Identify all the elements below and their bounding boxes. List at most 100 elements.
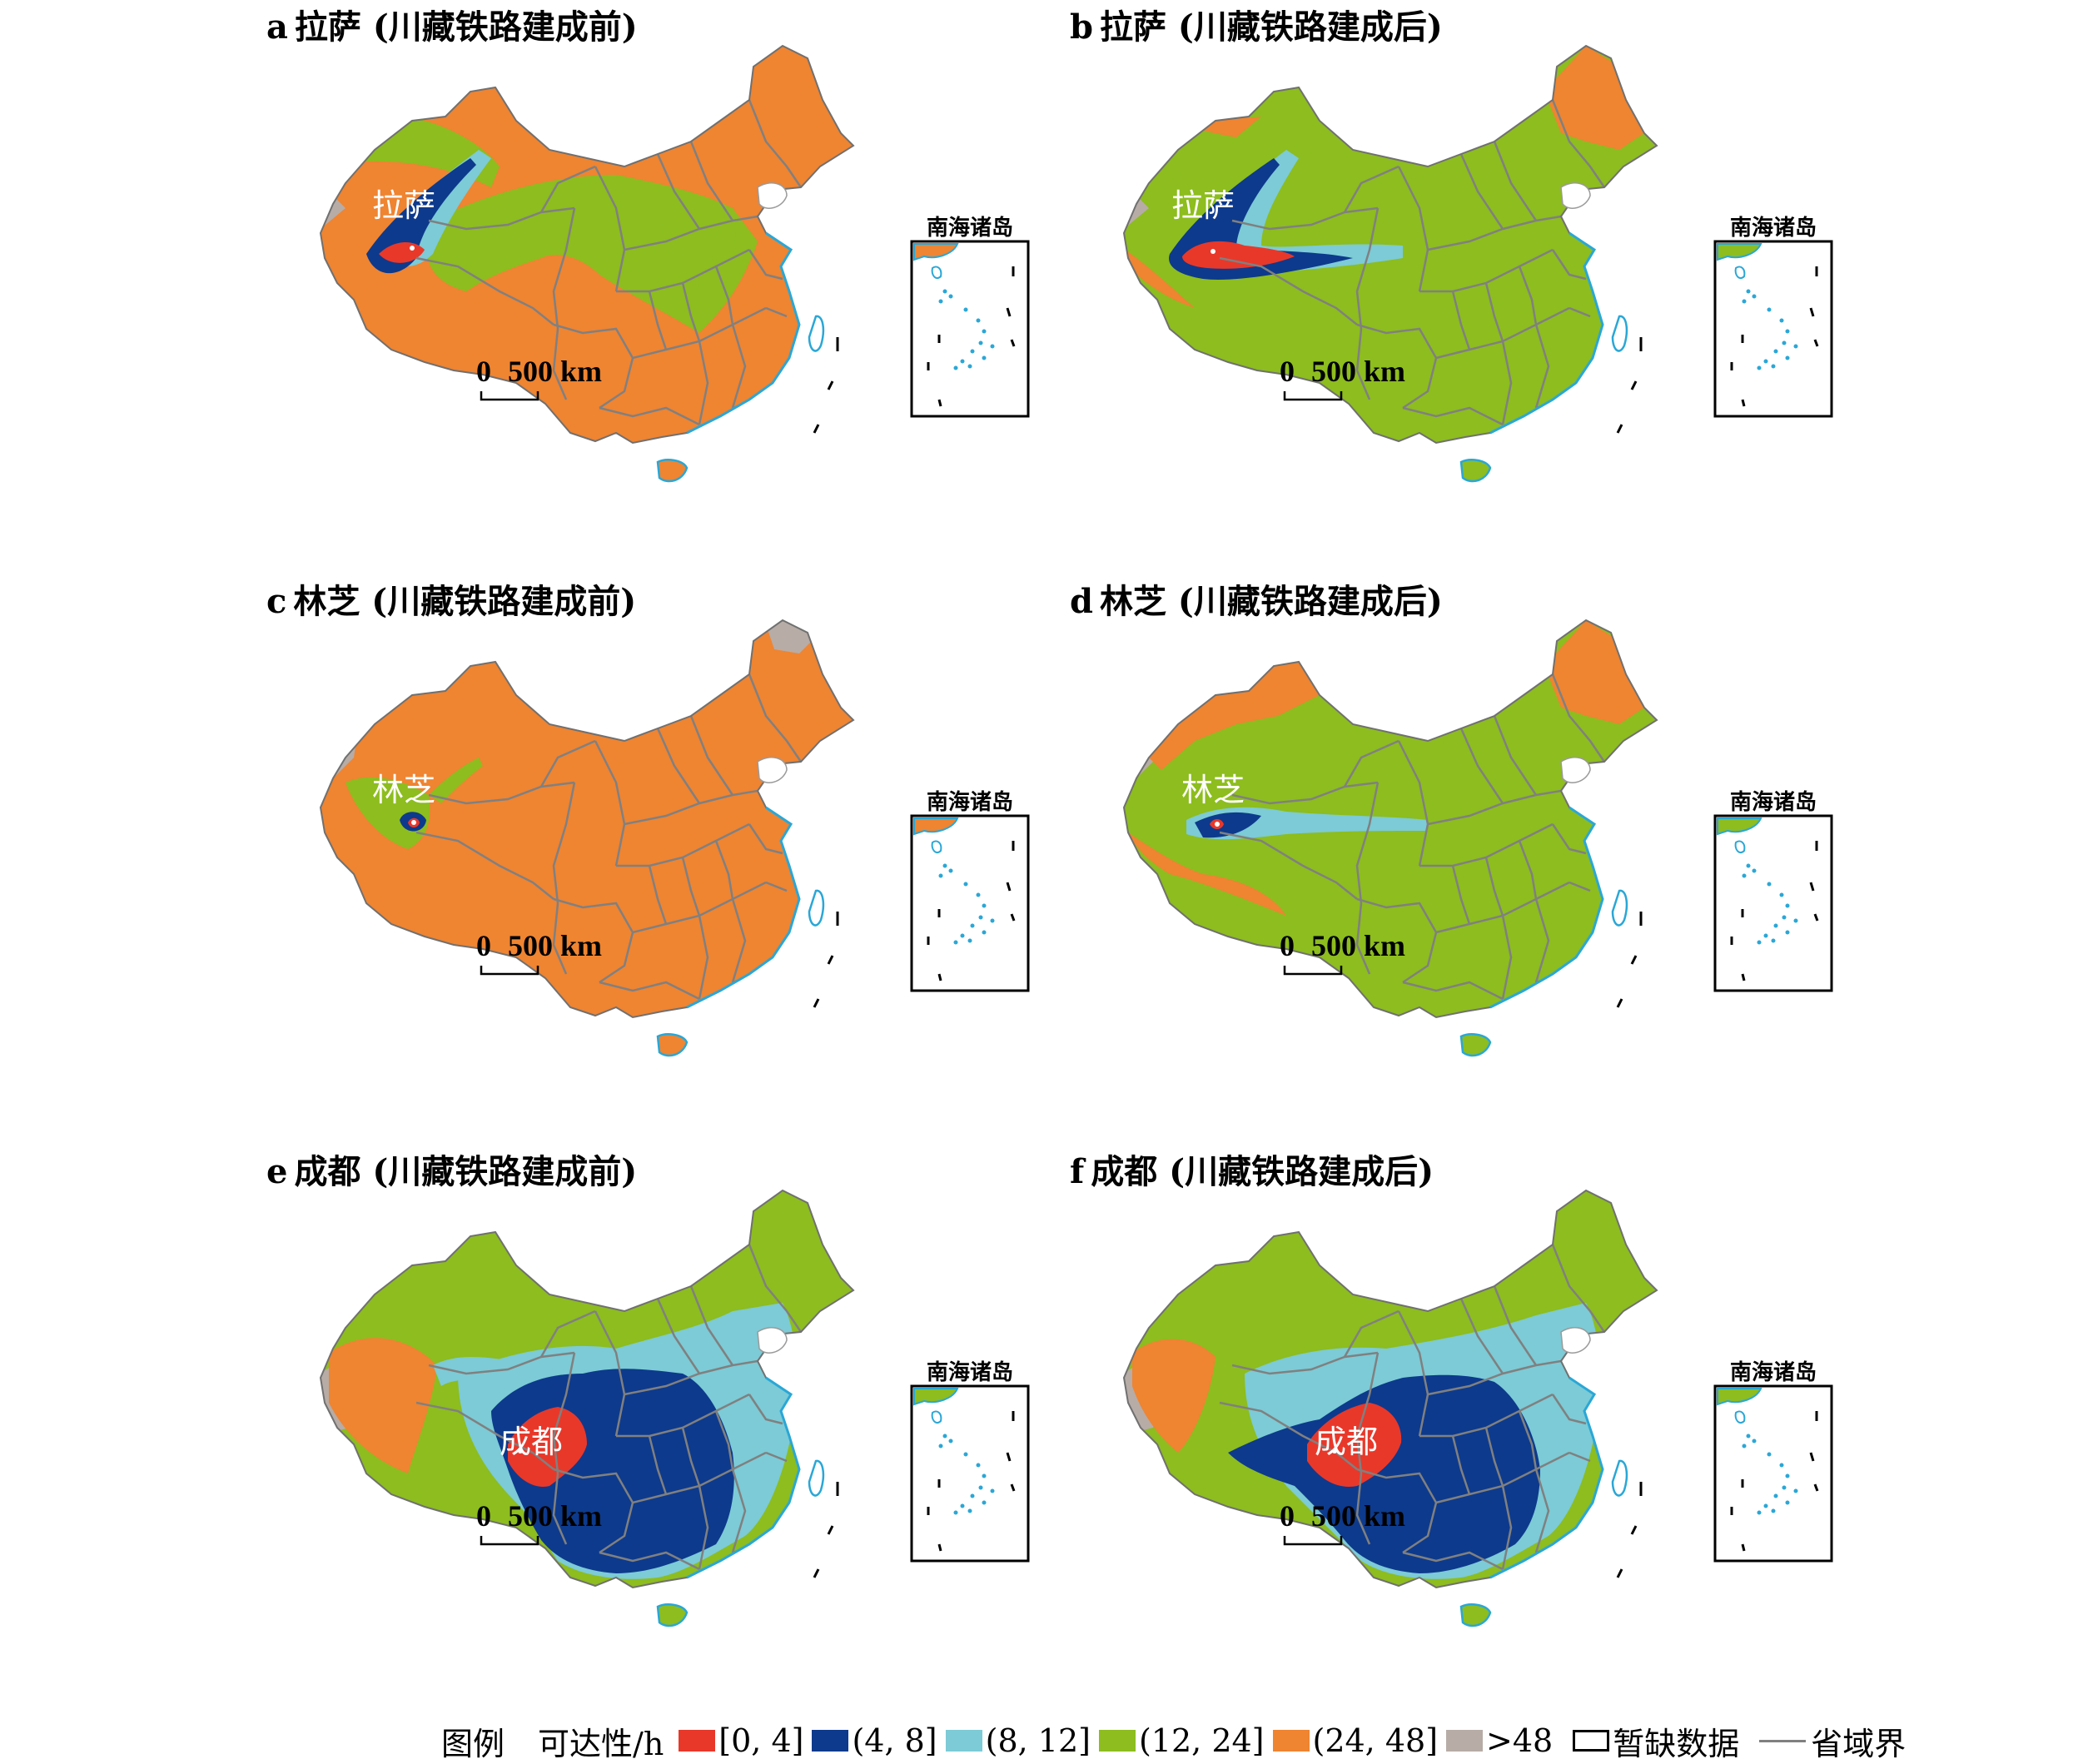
bohai-sea <box>757 182 788 209</box>
province-boundary <box>1397 740 1429 867</box>
province-boundary <box>1356 897 1438 984</box>
inset-mainland <box>913 817 959 836</box>
inset-island-dot <box>970 1493 975 1498</box>
city-marker <box>410 246 415 251</box>
region-12-24 <box>346 777 430 849</box>
inset-boundary-tick <box>1006 882 1012 892</box>
province-boundary <box>1356 323 1438 410</box>
province-boundary <box>1484 857 1513 1000</box>
province-boundary <box>656 153 701 230</box>
inset-island-dot <box>978 1485 983 1490</box>
inset-boundary-tick <box>1741 973 1746 981</box>
province-boundary <box>1343 165 1399 213</box>
inset-boundary-tick <box>1006 307 1012 317</box>
province-boundary <box>539 739 596 788</box>
province-boundary <box>1355 902 1371 975</box>
island-tick <box>813 998 820 1008</box>
province-boundary <box>553 897 634 984</box>
island-tick <box>1616 424 1623 434</box>
inset-mainland <box>913 1388 959 1406</box>
island-tick <box>1630 380 1638 390</box>
inset-boundary-tick <box>937 399 942 407</box>
inset-island-dot <box>1757 1510 1762 1515</box>
city-label: 林芝 <box>1181 772 1245 808</box>
scale-bar <box>480 391 539 401</box>
province-boundary <box>765 1351 800 1379</box>
legend-item: (4, 8] <box>812 1722 937 1759</box>
inset-frame <box>1713 240 1833 418</box>
province-boundary <box>748 1394 783 1425</box>
panel-a: a 拉萨 (川藏铁路建成前) 拉萨 0 500 km 南海诸岛 <box>266 0 1082 574</box>
inset-island-dot <box>1742 299 1747 304</box>
inset-boundary-tick <box>937 1543 942 1552</box>
city-label: 拉萨 <box>372 187 435 224</box>
legend: 图例 可达性/h [0, 4] (4, 8] (8, 12] (12, 24] … <box>441 1722 1914 1762</box>
province-boundary <box>1343 1309 1399 1358</box>
province-boundary <box>1231 206 1379 231</box>
legend-title: 图例 <box>441 1725 505 1762</box>
inset-island <box>931 266 942 280</box>
inset-island-dot <box>1793 918 1798 923</box>
region-0-4 <box>1307 1403 1402 1487</box>
province-boundary <box>714 266 747 409</box>
scale-bar <box>480 1536 539 1546</box>
inset-boundary-tick <box>937 973 942 981</box>
region-12-24 <box>429 758 483 803</box>
inset-island-dot <box>942 289 947 294</box>
scale-zero: 0 <box>476 1499 491 1533</box>
province-boundary <box>415 831 554 900</box>
scale-zero: 0 <box>1280 1499 1295 1533</box>
inset-island <box>1734 266 1746 280</box>
south-china-sea-inset: 南海诸岛 <box>1713 1359 1833 1563</box>
province-boundary <box>1493 715 1538 796</box>
inset-frame <box>1713 814 1833 992</box>
province-boundary <box>1397 166 1429 292</box>
province-boundary <box>552 782 576 904</box>
panel-f: f 成都 (川藏铁路建成后) 成都 0 500 km 南海诸岛 <box>1070 1145 1886 1719</box>
inset-island-dot <box>970 349 975 354</box>
city-label: 成都 <box>1315 1424 1378 1460</box>
inset-island-dot <box>960 933 965 938</box>
province-boundary <box>1343 739 1399 788</box>
inset-boundary-tick <box>1741 1543 1746 1552</box>
region-24-48 <box>1132 1339 1216 1453</box>
province-boundary <box>714 840 747 983</box>
hainan-island <box>656 1033 689 1057</box>
inset-island <box>1734 840 1746 854</box>
taiwan-island <box>1611 315 1628 352</box>
inset-mainland <box>1717 817 1762 836</box>
province-boundary <box>599 1551 700 1571</box>
boundary-line-icon <box>1759 1739 1807 1742</box>
province-boundary <box>1569 306 1591 318</box>
legend-item: (8, 12] <box>945 1722 1091 1759</box>
province-boundary <box>552 328 568 400</box>
accessibility-zones <box>321 114 758 333</box>
city-marker <box>411 820 416 825</box>
taiwan-island <box>1611 1459 1628 1497</box>
province-boundary <box>1518 840 1550 983</box>
inset-island-dot <box>953 1510 958 1515</box>
inset-island-dot <box>1742 873 1747 878</box>
inset-boundary-tick <box>1741 399 1746 407</box>
scale-bar <box>1283 966 1343 976</box>
province-boundary <box>594 166 626 292</box>
inset-island-dot <box>1752 294 1757 299</box>
province-boundary <box>1355 328 1371 400</box>
province-boundary <box>765 206 800 234</box>
province-boundary <box>594 1310 626 1437</box>
province-boundary <box>681 1427 709 1570</box>
province-boundary <box>1451 865 1471 925</box>
inset-island-dot <box>1763 933 1768 938</box>
panel-title: d 林芝 (川藏铁路建成后) <box>1070 582 1443 621</box>
hainan-island <box>656 1603 689 1627</box>
province-boundary <box>1219 831 1358 900</box>
province-boundary <box>553 1468 634 1554</box>
province-boundary <box>1518 1410 1550 1553</box>
south-china-sea-inset: 南海诸岛 <box>910 215 1030 418</box>
scale-label: 500 km <box>508 355 602 388</box>
province-boundary <box>1459 153 1504 230</box>
legend-swatch-empty <box>1573 1730 1610 1752</box>
panel-d: d 林芝 (川藏铁路建成后) 林芝 0 500 km 南海诸岛 <box>1070 574 1886 1149</box>
province-boundary <box>648 291 668 350</box>
province-boundary <box>594 740 626 867</box>
